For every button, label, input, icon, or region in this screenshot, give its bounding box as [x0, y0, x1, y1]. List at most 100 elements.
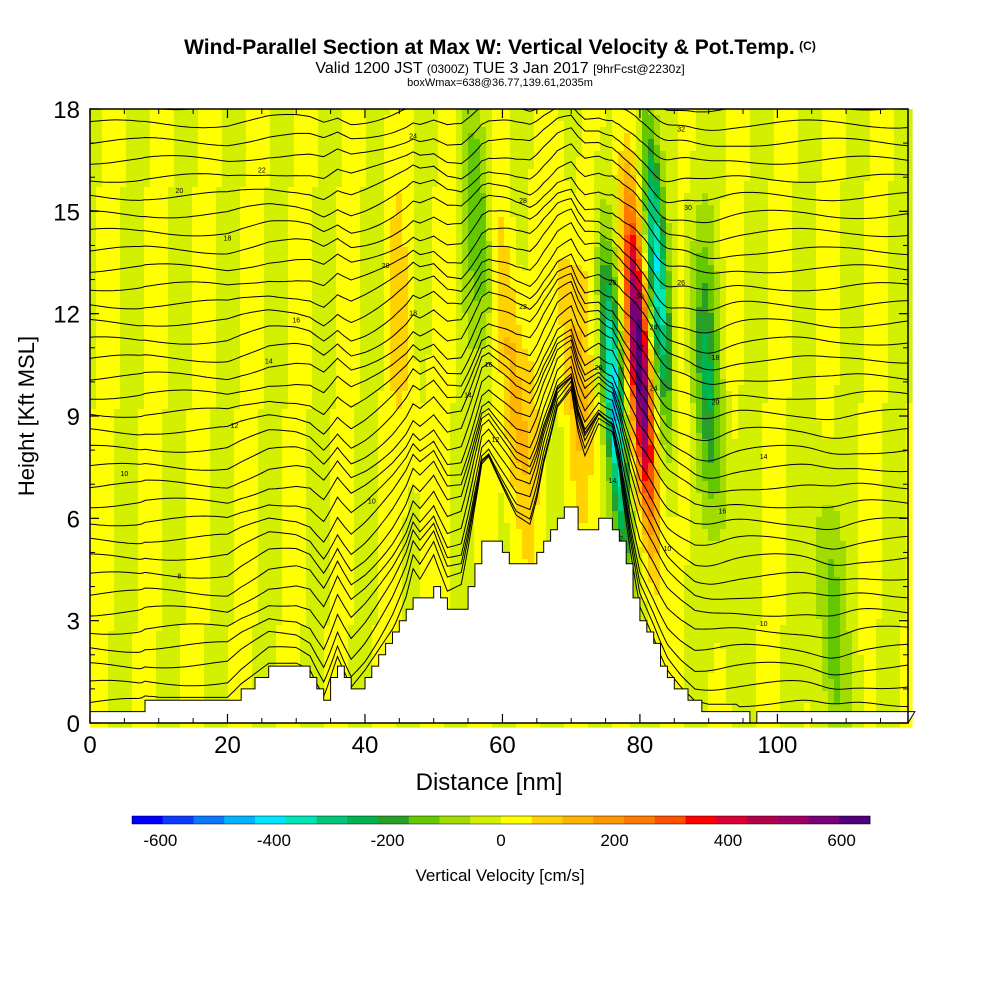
colorbar-swatch [470, 816, 502, 824]
colorbar-swatch [347, 816, 379, 824]
theta-contour-label: 10 [760, 621, 768, 628]
theta-contour-label: 18 [712, 355, 720, 362]
colorbar-swatch [162, 816, 194, 824]
theta-contour-label: 10 [368, 498, 376, 505]
theta-contour-line [89, 127, 909, 204]
theta-contour-line [89, 253, 908, 371]
theta-contour-line [89, 143, 909, 224]
colorbar-tick-label: 600 [827, 831, 855, 850]
theta-contour-line [89, 385, 909, 691]
colorbar-frame [131, 815, 871, 825]
colorbar-swatch [747, 816, 779, 824]
theta-contour-label: 20 [175, 188, 183, 195]
colorbar-swatch [316, 816, 348, 824]
colorbar-swatch [132, 816, 164, 824]
colorbar-swatch [716, 816, 748, 824]
colorbar-label: Vertical Velocity [cm/s] [415, 866, 584, 885]
colorbar-swatch [408, 816, 440, 824]
chart-title: Wind-Parallel Section at Max W: Vertical… [184, 36, 795, 59]
colorbar-swatch [777, 816, 809, 824]
colorbar-swatch [501, 816, 533, 824]
y-tick-label: 12 [53, 302, 80, 329]
theta-contour-label: 30 [684, 205, 692, 212]
theta-contour-line [89, 318, 909, 479]
theta-contour-label: 12 [230, 423, 238, 430]
theta-contours [89, 108, 909, 708]
theta-contour-label: 8 [177, 573, 181, 580]
theta-contour-line [89, 376, 909, 659]
colorbar-tick-label: -600 [143, 831, 177, 850]
theta-contour-line [89, 355, 909, 567]
box-info: boxWmax=638@36.77,139.61,2035m [407, 77, 593, 89]
colorbar-tick-label: -400 [257, 831, 291, 850]
colorbar-swatch [285, 816, 317, 824]
theta-contour-label: 26 [609, 280, 617, 287]
theta-contour-line [89, 161, 909, 243]
theta-contour-label: 30 [636, 294, 644, 301]
theta-contour-label: 20 [712, 399, 720, 406]
y-axis-label: Height [Kft MSL] [14, 336, 39, 496]
colorbar-tick-label: 400 [714, 831, 742, 850]
theta-contour-label: 14 [464, 393, 472, 400]
colorbar-swatch [808, 816, 840, 824]
copyright-mark: (C) [799, 39, 816, 53]
y-tick-label: 3 [67, 609, 80, 636]
y-tick-label: 0 [67, 711, 80, 738]
theta-contour-line [89, 305, 909, 462]
theta-contour-line [89, 372, 909, 600]
theta-contour-line [89, 375, 909, 617]
colorbar-tick-label: 200 [600, 831, 628, 850]
x-tick-label: 80 [627, 732, 654, 759]
theta-contour-line [89, 108, 909, 165]
theta-contour-label: 10 [664, 546, 672, 553]
y-tick-label: 15 [53, 199, 80, 226]
theta-contour-label: 10 [120, 471, 128, 478]
theta-contour-label: 22 [519, 304, 527, 311]
colorbar-swatch [193, 816, 225, 824]
theta-contour-line [89, 176, 909, 259]
theta-contour-label: 26 [677, 280, 685, 287]
x-tick-label: 0 [83, 732, 96, 759]
colorbar-swatch [378, 816, 410, 824]
theta-contour-line [89, 238, 909, 354]
colorbar-swatch [255, 816, 287, 824]
valid-prefix: Valid 1200 JST [315, 60, 423, 77]
colorbar-swatch [439, 816, 471, 824]
theta-contour-label: 28 [519, 198, 527, 205]
theta-contour-line [89, 387, 909, 708]
valid-date: TUE 3 Jan 2017 [473, 60, 589, 77]
colorbar-swatch [593, 816, 625, 824]
theta-contour-line [89, 198, 909, 292]
theta-contour-label: 24 [409, 133, 417, 140]
theta-contour-label: 14 [265, 358, 273, 365]
theta-contour-label: 18 [409, 311, 417, 318]
x-axis-label: Distance [nm] [416, 769, 563, 796]
x-tick-label: 20 [214, 732, 241, 759]
colorbar-tick-label: -200 [370, 831, 404, 850]
y-tick-label: 9 [67, 404, 80, 431]
colorbar-swatch [685, 816, 717, 824]
y-tick-label: 18 [53, 97, 80, 124]
theta-contour-label: 20 [382, 263, 390, 270]
theta-contour-label: 16 [292, 317, 300, 324]
theta-contour-line [89, 334, 909, 509]
colorbar-swatch [224, 816, 256, 824]
theta-contour-line [89, 380, 909, 676]
theta-contour-label: 24 [650, 386, 658, 393]
theta-contour-label: 27 [636, 345, 644, 352]
theta-contour-line [89, 188, 909, 274]
theta-contour-line [89, 208, 909, 312]
colorbar-swatch [562, 816, 594, 824]
x-tick-label: 60 [489, 732, 516, 759]
theta-contour-label: 18 [224, 236, 232, 243]
valid-utc: (0300Z) [426, 62, 469, 76]
theta-contour-line [89, 365, 909, 585]
chart-title-line: Wind-Parallel Section at Max W: Vertical… [0, 36, 1000, 60]
box-info-line: boxWmax=638@36.77,139.61,2035m [0, 77, 1000, 89]
theta-contour-line [89, 264, 909, 385]
theta-contour-label: 14 [760, 454, 768, 461]
theta-contour-label: 12 [492, 437, 500, 444]
valid-time-line: Valid 1200 JST (0300Z) TUE 3 Jan 2017 [9… [0, 60, 1000, 78]
theta-contour-label: 22 [258, 167, 266, 174]
